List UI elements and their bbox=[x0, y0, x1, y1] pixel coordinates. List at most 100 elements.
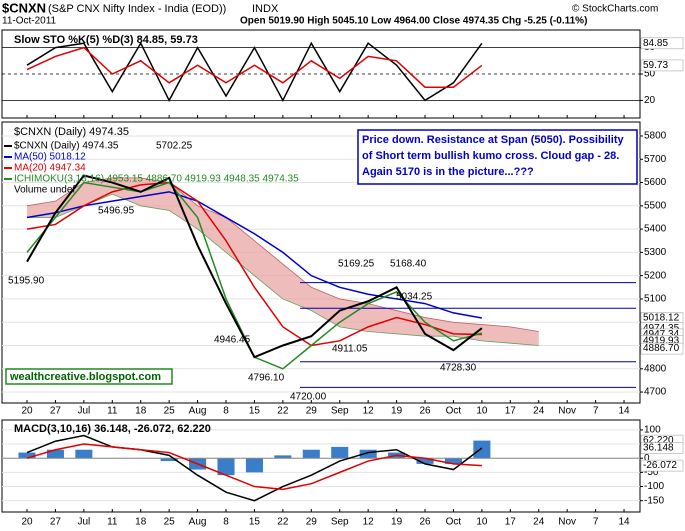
y-tick-label: 5600 bbox=[644, 177, 667, 188]
indicator-title: MACD(3,10,16) 36.148, -26.072, 62.220 bbox=[14, 423, 211, 435]
note-container: Price down. Resistance at Span (5050). P… bbox=[362, 134, 624, 178]
x-tick-label: 14 bbox=[618, 406, 630, 417]
price-annotation: 4728.30 bbox=[440, 363, 477, 374]
series-line bbox=[26, 191, 483, 319]
value-tag-label: 36.148 bbox=[643, 443, 674, 454]
indicator-title: Slow STO %K(5) %D(3) 84.85, 59.73 bbox=[14, 34, 198, 46]
y-tick-label: -150 bbox=[644, 495, 664, 506]
price-title: $CNXN (Daily) 4974.35 bbox=[14, 126, 129, 138]
exchange: INDX bbox=[252, 3, 279, 15]
x-tick-label: 15 bbox=[249, 517, 261, 528]
x-tick-label: 19 bbox=[391, 406, 403, 417]
price-annotation: 5034.25 bbox=[396, 292, 433, 303]
x-tick-label: Jul bbox=[77, 406, 90, 417]
x-tick-label: 29 bbox=[306, 406, 318, 417]
value-tag bbox=[640, 59, 684, 72]
histogram-bar bbox=[217, 458, 235, 476]
x-tick-label: 7 bbox=[593, 517, 599, 528]
y-tick-label: 5200 bbox=[644, 270, 667, 281]
price-annotation: 5496.95 bbox=[98, 206, 135, 217]
histogram-bar bbox=[302, 449, 320, 459]
value-tag-label: 4886.70 bbox=[643, 343, 680, 354]
x-tick-label: 12 bbox=[363, 406, 375, 417]
histogram-bar bbox=[160, 458, 178, 462]
histogram-bar bbox=[274, 455, 292, 459]
y-tick-label: 100 bbox=[644, 425, 661, 436]
series-line bbox=[26, 46, 483, 88]
histogram-bar bbox=[473, 440, 491, 459]
x-tick-label: 18 bbox=[135, 517, 147, 528]
x-tick-label: 12 bbox=[363, 517, 375, 528]
y-tick-label: 50 bbox=[644, 69, 656, 80]
panel-frame bbox=[1, 419, 641, 513]
histogram-bar bbox=[416, 458, 434, 464]
price-annotation: 4720.00 bbox=[290, 392, 327, 403]
histogram-bar bbox=[444, 458, 462, 464]
x-tick-label: 27 bbox=[50, 406, 62, 417]
y-tick-label: 5300 bbox=[644, 247, 667, 258]
x-tick-label: 10 bbox=[476, 517, 488, 528]
series-line bbox=[26, 41, 483, 103]
x-tick-label: 14 bbox=[618, 517, 630, 528]
y-tick-label: 4700 bbox=[644, 387, 667, 398]
price-annotation: 5168.40 bbox=[390, 259, 427, 270]
x-tick-label: Sep bbox=[331, 406, 349, 417]
x-tick-label: 18 bbox=[135, 406, 147, 417]
cloud-upper bbox=[26, 177, 539, 332]
x-tick-label: Sep bbox=[331, 517, 349, 528]
legend-label: $CNXN (Daily) 4974.35 bbox=[14, 141, 119, 152]
note-box bbox=[357, 129, 638, 185]
x-tick-label: 11 bbox=[107, 517, 118, 528]
value-tag-label: 4947.34 bbox=[643, 329, 680, 340]
x-tick-label: Nov bbox=[558, 406, 576, 417]
value-tag bbox=[640, 37, 684, 50]
x-tick-label: 7 bbox=[593, 406, 599, 417]
y-tick-label: 4800 bbox=[644, 363, 667, 374]
x-tick-label: 22 bbox=[277, 517, 289, 528]
price-annotation: 5195.90 bbox=[8, 276, 45, 287]
cloud bbox=[27, 177, 539, 346]
x-tick-label: Aug bbox=[189, 517, 207, 528]
histogram-bar bbox=[331, 446, 349, 459]
series-line bbox=[26, 174, 483, 359]
price-annotation: 4946.45 bbox=[214, 335, 251, 346]
y-tick-label: 20 bbox=[644, 95, 656, 106]
x-tick-label: 24 bbox=[533, 517, 545, 528]
x-tick-label: Nov bbox=[558, 517, 576, 528]
x-tick-label: 11 bbox=[107, 406, 118, 417]
symbol: $CNXN bbox=[2, 0, 46, 15]
y-tick-label: 0 bbox=[644, 453, 650, 464]
x-tick-label: Aug bbox=[189, 406, 207, 417]
price-annotation: 5702.25 bbox=[156, 141, 193, 152]
credit: © StockCharts.com bbox=[572, 4, 658, 15]
x-tick-label: 26 bbox=[419, 517, 431, 528]
x-tick-label: 17 bbox=[505, 406, 517, 417]
x-tick-label: 22 bbox=[277, 406, 289, 417]
x-tick-label: 8 bbox=[223, 406, 229, 417]
histogram-bar bbox=[18, 452, 36, 459]
date: 11-Oct-2011 bbox=[2, 16, 57, 27]
histogram-bar bbox=[359, 449, 377, 459]
legend-label: ICHIMOKU(3,13,16) 4953.15 4886.70 4919.9… bbox=[14, 174, 299, 185]
y-tick-label: -50 bbox=[644, 467, 659, 478]
x-tick-label: 20 bbox=[21, 406, 33, 417]
x-tick-label: Oct bbox=[446, 517, 462, 528]
x-tick-label: Oct bbox=[446, 406, 462, 417]
y-tick-label: -100 bbox=[644, 481, 664, 492]
value-tag bbox=[640, 459, 684, 472]
y-tick-label: 5400 bbox=[644, 224, 667, 235]
x-tick-label: 26 bbox=[419, 406, 431, 417]
watermark-box bbox=[5, 368, 173, 385]
histogram-bar bbox=[46, 449, 64, 459]
value-tag-label: -26.072 bbox=[643, 460, 677, 471]
value-tag-label: 5018.12 bbox=[643, 313, 680, 324]
value-tag-label: 4974.35 bbox=[643, 323, 680, 334]
price-annotation: 5169.25 bbox=[338, 259, 375, 270]
value-tag bbox=[640, 342, 684, 355]
panel-frame bbox=[1, 121, 641, 404]
price-annotation: 4796.10 bbox=[248, 373, 285, 384]
series-line bbox=[26, 434, 483, 502]
series-line bbox=[26, 181, 482, 347]
x-tick-label: 25 bbox=[164, 406, 176, 417]
